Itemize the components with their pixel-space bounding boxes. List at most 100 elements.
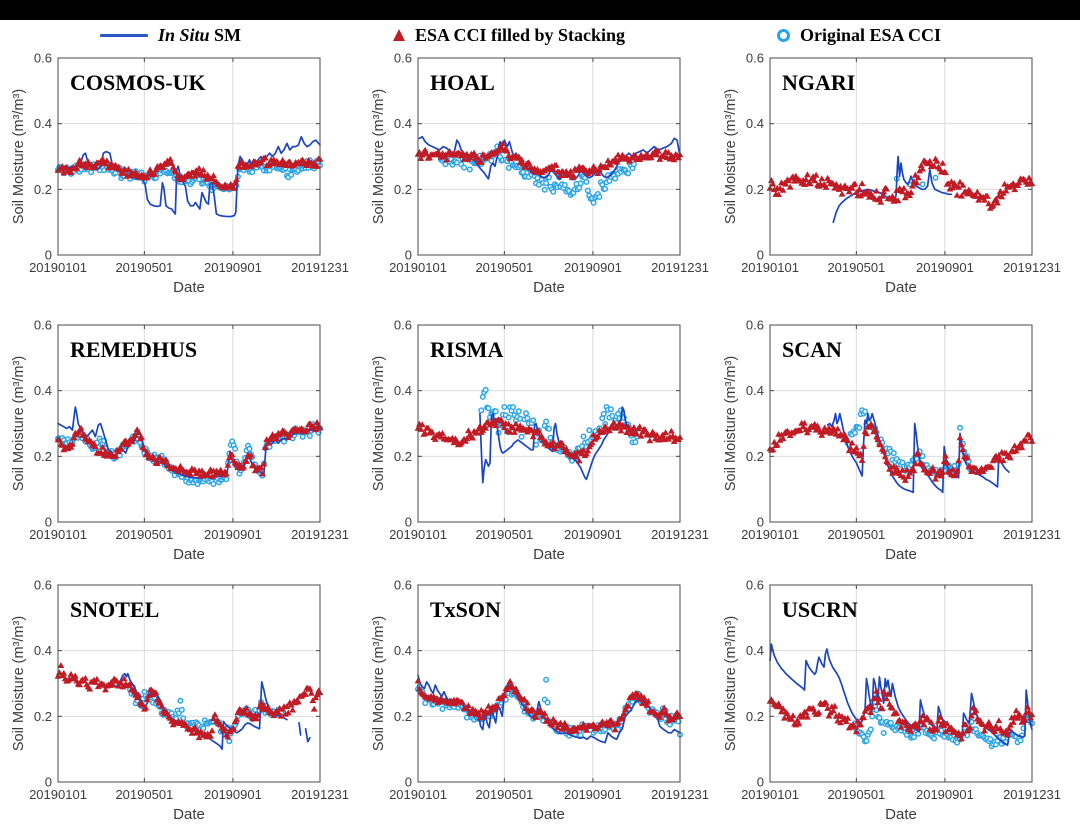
axes <box>57 324 321 523</box>
svg-text:0.6: 0.6 <box>394 318 412 333</box>
x-axis-label: Date <box>885 546 917 563</box>
x-axis-label: Date <box>533 279 565 296</box>
series-esa-cci-stacking <box>54 662 324 741</box>
y-axis-label: Soil Moisture (m³/m³) <box>723 616 739 751</box>
svg-text:20191231: 20191231 <box>1003 787 1061 802</box>
y-axis-label: Soil Moisture (m³/m³) <box>371 89 387 224</box>
svg-text:0.4: 0.4 <box>746 116 764 131</box>
svg-text:0: 0 <box>757 248 764 263</box>
y-axis-label: Soil Moisture (m³/m³) <box>371 356 387 491</box>
plot-uscrn: 20190101 20190501 20190901 20191231 0 0.2 0.4 0… <box>723 578 1061 824</box>
svg-text:20190101: 20190101 <box>389 787 447 802</box>
svg-text:0.6: 0.6 <box>746 578 764 593</box>
y-axis-label: Soil Moisture (m³/m³) <box>723 356 739 491</box>
axis-tick-labels: 20190101 20190501 20190901 20191231 0 0.2 0.4 0… <box>389 318 709 543</box>
series-esa-cci-stacking <box>414 416 684 464</box>
svg-text:0.6: 0.6 <box>394 578 412 593</box>
y-axis-label: Soil Moisture (m³/m³) <box>11 356 27 491</box>
series-original-esa-cci <box>415 676 684 739</box>
svg-text:0.6: 0.6 <box>34 578 52 593</box>
subplot-scan: 20190101 20190501 20190901 20191231 0 0.2 0.4 0… <box>722 312 1072 564</box>
axes <box>417 584 681 783</box>
svg-text:20191231: 20191231 <box>651 787 709 802</box>
subplot-title: NGARI <box>782 70 855 95</box>
series-esa-cci-stacking <box>414 677 684 734</box>
svg-text:20190501: 20190501 <box>827 260 885 275</box>
plot-scan: 20190101 20190501 20190901 20191231 0 0.2 0.4 0… <box>723 318 1061 564</box>
svg-text:20190501: 20190501 <box>115 527 173 542</box>
axes <box>57 584 321 783</box>
plot-cosmos-uk: 20190101 20190501 20190901 20191231 0 0.2 0.4 0… <box>11 51 349 297</box>
svg-text:20190501: 20190501 <box>827 527 885 542</box>
axis-tick-labels: 20190101 20190501 20190901 20191231 0 0.2 0.4 0… <box>741 318 1061 543</box>
line-marker-icon <box>100 33 148 37</box>
series-esa-cci-stacking <box>766 419 1036 483</box>
subplot-title: REMEDHUS <box>70 337 197 362</box>
subplot-hoal: 20190101 20190501 20190901 20191231 0 0.2 0.4 0… <box>370 45 720 297</box>
svg-text:20191231: 20191231 <box>291 260 349 275</box>
svg-text:0.2: 0.2 <box>394 182 412 197</box>
svg-text:0: 0 <box>405 775 412 790</box>
axes <box>417 324 681 523</box>
legend-item-original-esa-cci: Original ESA CCI <box>777 22 941 48</box>
svg-text:0.4: 0.4 <box>746 383 764 398</box>
svg-text:0: 0 <box>757 515 764 530</box>
svg-text:0.2: 0.2 <box>746 449 764 464</box>
svg-text:0.6: 0.6 <box>34 318 52 333</box>
svg-text:0.2: 0.2 <box>34 182 52 197</box>
subplot-title: COSMOS-UK <box>70 70 206 95</box>
axis-tick-labels: 20190101 20190501 20190901 20191231 0 0.2 0.4 0… <box>29 51 349 276</box>
svg-text:0: 0 <box>405 515 412 530</box>
subplot-risma: 20190101 20190501 20190901 20191231 0 0.2 0.4 0… <box>370 312 720 564</box>
svg-text:20190101: 20190101 <box>29 787 87 802</box>
axes <box>57 57 321 256</box>
legend-label-esa-cci-stacking: ESA CCI filled by Stacking <box>415 24 626 45</box>
series-original-esa-cci <box>893 174 939 188</box>
svg-text:0.6: 0.6 <box>746 318 764 333</box>
svg-text:20190901: 20190901 <box>916 787 974 802</box>
gridlines <box>58 58 320 255</box>
plot-ngari: 20190101 20190501 20190901 20191231 0 0.2 0.4 0… <box>723 51 1061 297</box>
plot-txson: 20190101 20190501 20190901 20191231 0 0.2 0.4 0… <box>371 578 709 824</box>
svg-text:20190901: 20190901 <box>204 260 262 275</box>
svg-text:20190901: 20190901 <box>916 527 974 542</box>
svg-text:0.4: 0.4 <box>34 643 52 658</box>
plot-snotel: 20190101 20190501 20190901 20191231 0 0.2 0.4 0… <box>11 578 349 824</box>
svg-text:20190501: 20190501 <box>827 787 885 802</box>
gridlines <box>418 585 680 782</box>
svg-text:20190901: 20190901 <box>204 787 262 802</box>
svg-text:20190101: 20190101 <box>741 787 799 802</box>
svg-text:20190901: 20190901 <box>204 527 262 542</box>
svg-text:20190501: 20190501 <box>475 260 533 275</box>
svg-text:20190501: 20190501 <box>115 787 173 802</box>
subplot-txson: 20190101 20190501 20190901 20191231 0 0.2 0.4 0… <box>370 572 720 824</box>
plot-hoal: 20190101 20190501 20190901 20191231 0 0.2 0.4 0… <box>371 51 709 297</box>
axis-tick-labels: 20190101 20190501 20190901 20191231 0 0.2 0.4 0… <box>389 51 709 276</box>
legend-item-esa-cci-stacking: ESA CCI filled by Stacking <box>393 22 625 48</box>
svg-text:20190501: 20190501 <box>475 787 533 802</box>
y-axis-label: Soil Moisture (m³/m³) <box>11 616 27 751</box>
svg-text:0.6: 0.6 <box>34 51 52 66</box>
axis-tick-labels: 20190101 20190501 20190901 20191231 0 0.2 0.4 0… <box>389 578 709 803</box>
svg-text:0: 0 <box>405 248 412 263</box>
axes <box>769 324 1033 523</box>
svg-text:0: 0 <box>45 775 52 790</box>
svg-text:0.2: 0.2 <box>34 449 52 464</box>
legend: In Situ SM ESA CCI filled by Stacking Or… <box>0 22 1080 48</box>
subplot-title: SNOTEL <box>70 597 159 622</box>
axes <box>769 57 1033 256</box>
svg-text:0.4: 0.4 <box>34 383 52 398</box>
svg-text:20190901: 20190901 <box>564 527 622 542</box>
svg-text:0: 0 <box>45 515 52 530</box>
svg-text:20190101: 20190101 <box>741 527 799 542</box>
x-axis-label: Date <box>173 806 205 823</box>
svg-text:0.4: 0.4 <box>34 116 52 131</box>
legend-label-italic-part: In Situ <box>158 24 210 45</box>
x-axis-label: Date <box>885 279 917 296</box>
subplot-ngari: 20190101 20190501 20190901 20191231 0 0.2 0.4 0… <box>722 45 1072 297</box>
x-axis-label: Date <box>173 546 205 563</box>
legend-label-in-situ-sm: In Situ SM <box>158 25 241 46</box>
circle-marker-icon <box>777 28 790 42</box>
legend-label-rest-part: SM <box>209 24 242 45</box>
svg-text:20190101: 20190101 <box>29 527 87 542</box>
